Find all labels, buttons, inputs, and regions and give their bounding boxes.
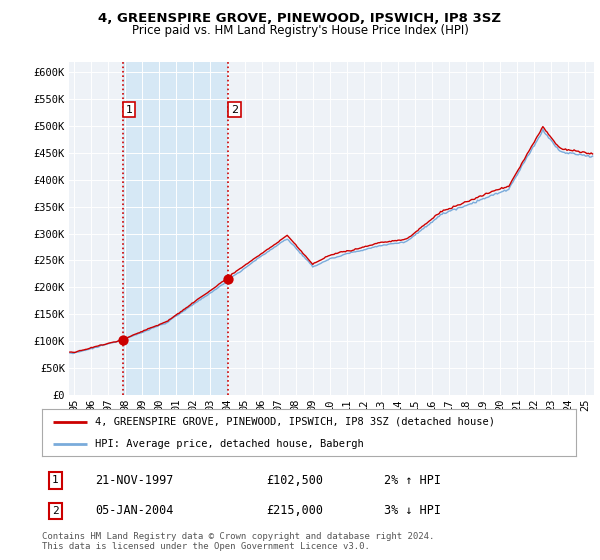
Text: Contains HM Land Registry data © Crown copyright and database right 2024.
This d: Contains HM Land Registry data © Crown c… xyxy=(42,532,434,552)
Text: 21-NOV-1997: 21-NOV-1997 xyxy=(95,474,174,487)
Text: 4, GREENSPIRE GROVE, PINEWOOD, IPSWICH, IP8 3SZ: 4, GREENSPIRE GROVE, PINEWOOD, IPSWICH, … xyxy=(98,12,502,25)
Text: 1: 1 xyxy=(52,475,59,485)
Text: 2: 2 xyxy=(231,105,238,115)
Text: HPI: Average price, detached house, Babergh: HPI: Average price, detached house, Babe… xyxy=(95,438,364,449)
Text: 3% ↓ HPI: 3% ↓ HPI xyxy=(384,505,441,517)
Point xyxy=(223,275,233,284)
Text: 2: 2 xyxy=(52,506,59,516)
Text: 05-JAN-2004: 05-JAN-2004 xyxy=(95,505,174,517)
Text: 1: 1 xyxy=(125,105,133,115)
Text: £102,500: £102,500 xyxy=(266,474,323,487)
Bar xyxy=(123,62,228,395)
Text: 2% ↑ HPI: 2% ↑ HPI xyxy=(384,474,441,487)
Text: 4, GREENSPIRE GROVE, PINEWOOD, IPSWICH, IP8 3SZ (detached house): 4, GREENSPIRE GROVE, PINEWOOD, IPSWICH, … xyxy=(95,417,496,427)
Point xyxy=(118,335,128,344)
Text: Price paid vs. HM Land Registry's House Price Index (HPI): Price paid vs. HM Land Registry's House … xyxy=(131,24,469,36)
Text: £215,000: £215,000 xyxy=(266,505,323,517)
